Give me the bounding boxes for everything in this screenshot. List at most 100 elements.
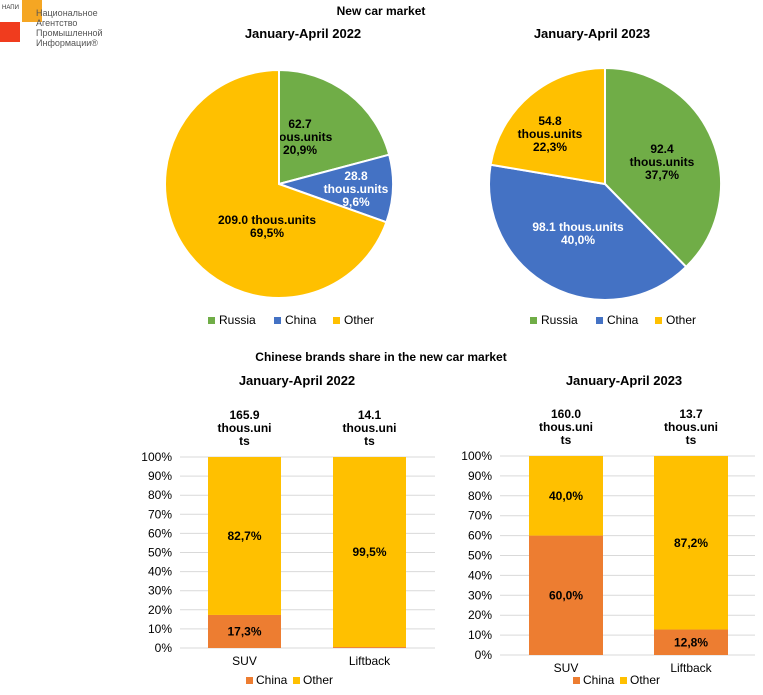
y-tick-label: 30% (148, 584, 172, 598)
logo-orange-square (22, 0, 42, 22)
logo-text: Национальное Агентство Промышленной Инфо… (36, 8, 116, 48)
pie-data-label: 37,7% (645, 168, 679, 182)
legend-label: China (285, 313, 317, 327)
legend-label: Other (344, 313, 374, 327)
bar-data-label: 87,2% (674, 536, 708, 550)
bar-total-label: 165.9 (229, 408, 259, 422)
x-tick-label: SUV (232, 654, 257, 668)
bar-total-label: thous.uni (539, 420, 593, 434)
bar-data-label: 40,0% (549, 489, 583, 503)
bar-segment-other (208, 457, 281, 615)
bar-segment-china (529, 535, 603, 655)
bar-segment-china (654, 629, 728, 655)
legend-swatch-russia (208, 317, 215, 324)
pie-data-label: thous.units (518, 127, 583, 141)
bar-data-label: 99,5% (352, 545, 386, 559)
logo-line: Агентство (36, 18, 78, 28)
bar-data-label: 12,8% (674, 635, 708, 649)
logo-line: Промышленной (36, 28, 103, 38)
bar-segment-china (333, 647, 406, 648)
y-tick-label: 40% (148, 565, 172, 579)
section-title: Chinese brands share in the new car mark… (255, 350, 506, 364)
pie-data-label: 98.1 thous.units (532, 220, 624, 234)
x-tick-label: SUV (554, 661, 579, 675)
pie-data-label: thous.units (324, 182, 389, 196)
bar-total-label: ts (686, 433, 697, 447)
pie-data-label: 92.4 (650, 142, 674, 156)
pie-data-label: 69,5% (250, 226, 284, 240)
logo-line: Национальное (36, 8, 98, 18)
pie-data-label: 54.8 (538, 114, 562, 128)
y-tick-label: 50% (468, 549, 492, 563)
logo-line: Информации® (36, 38, 98, 48)
bar-segment-china (208, 614, 281, 648)
y-tick-label: 10% (468, 628, 492, 642)
bar-segment-other (333, 457, 406, 648)
y-tick-label: 20% (148, 603, 172, 617)
y-tick-label: 70% (468, 509, 492, 523)
bar-segment-other (529, 456, 603, 536)
y-tick-label: 90% (148, 469, 172, 483)
pie-data-label: 209.0 thous.units (218, 213, 316, 227)
bar-total-label: ts (561, 433, 572, 447)
logo-red-square (0, 22, 20, 42)
bar-total-label: 13.7 (679, 407, 703, 421)
bar-total-label: thous.uni (664, 420, 718, 434)
pie-data-label: 22,3% (533, 140, 567, 154)
y-tick-label: 0% (475, 648, 493, 662)
pie-title: January-April 2023 (534, 26, 650, 41)
legend-swatch-china (274, 317, 281, 324)
pie-data-label: 40,0% (561, 233, 595, 247)
legend-label: Other (666, 313, 696, 327)
legend-swatch-other (293, 677, 300, 684)
pie-slice-other (164, 68, 388, 299)
bar-data-label: 17,3% (227, 624, 261, 638)
y-tick-label: 80% (148, 488, 172, 502)
legend-label: Russia (541, 313, 578, 327)
pie-data-label: thous.units (630, 155, 695, 169)
y-tick-label: 80% (468, 489, 492, 503)
bar-total-label: 160.0 (551, 407, 581, 421)
pie-title: January-April 2022 (245, 26, 361, 41)
x-tick-label: Liftback (670, 661, 712, 675)
bar-data-label: 82,7% (227, 529, 261, 543)
legend-swatch-russia (530, 317, 537, 324)
bar-total-label: ts (239, 434, 250, 448)
bar-total-label: thous.uni (218, 421, 272, 435)
legend-label: Russia (219, 313, 256, 327)
bar-segment-other (654, 456, 728, 630)
bar-title: January-April 2022 (239, 373, 355, 388)
y-tick-label: 90% (468, 469, 492, 483)
legend-swatch-other (655, 317, 662, 324)
pie-slice-russia (278, 68, 391, 186)
legend-swatch-other (333, 317, 340, 324)
pie-data-label: 9,6% (342, 195, 370, 209)
pie-slice-russia (604, 66, 722, 269)
y-tick-label: 100% (461, 449, 492, 463)
pie-data-label: 28.8 (344, 169, 368, 183)
y-tick-label: 70% (148, 507, 172, 521)
y-tick-label: 60% (468, 529, 492, 543)
legend-label: China (607, 313, 639, 327)
legend-label: China (583, 673, 615, 687)
pie-data-label: 20,9% (283, 143, 317, 157)
legend-swatch-other (620, 677, 627, 684)
bar-total-label: 14.1 (358, 408, 382, 422)
y-tick-label: 40% (468, 568, 492, 582)
y-tick-label: 30% (468, 588, 492, 602)
section-title: New car market (337, 4, 426, 18)
bar-total-label: thous.uni (343, 421, 397, 435)
y-tick-label: 20% (468, 608, 492, 622)
y-tick-label: 10% (148, 622, 172, 636)
legend-label: China (256, 673, 288, 687)
pie-slice-other (489, 66, 606, 186)
bar-data-label: 60,0% (549, 588, 583, 602)
legend-label: Other (630, 673, 660, 687)
bar-total-label: ts (364, 434, 375, 448)
y-tick-label: 100% (141, 450, 172, 464)
legend-label: Other (303, 673, 333, 687)
y-tick-label: 50% (148, 546, 172, 560)
bar-title: January-April 2023 (566, 373, 682, 388)
